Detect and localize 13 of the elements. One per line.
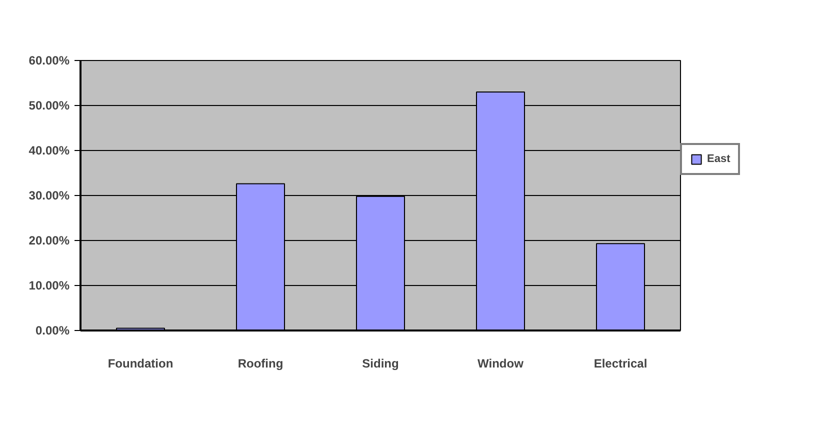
- x-tick-label: Window: [478, 356, 524, 370]
- y-tick-label: 30.00%: [28, 188, 70, 202]
- x-tick-label: Foundation: [108, 356, 174, 370]
- x-tick-label: Electrical: [594, 356, 648, 370]
- y-tick-label: 0.00%: [35, 324, 70, 338]
- y-tick-label: 10.00%: [28, 278, 70, 292]
- y-tick-label: 20.00%: [28, 234, 70, 248]
- y-tick-label: 40.00%: [28, 144, 70, 158]
- legend-label: East: [707, 153, 730, 165]
- y-tick-label: 60.00%: [28, 54, 70, 68]
- x-tick-label: Siding: [362, 356, 399, 370]
- x-tick-label: Roofing: [238, 356, 284, 370]
- y-tick-label: 50.00%: [28, 98, 70, 112]
